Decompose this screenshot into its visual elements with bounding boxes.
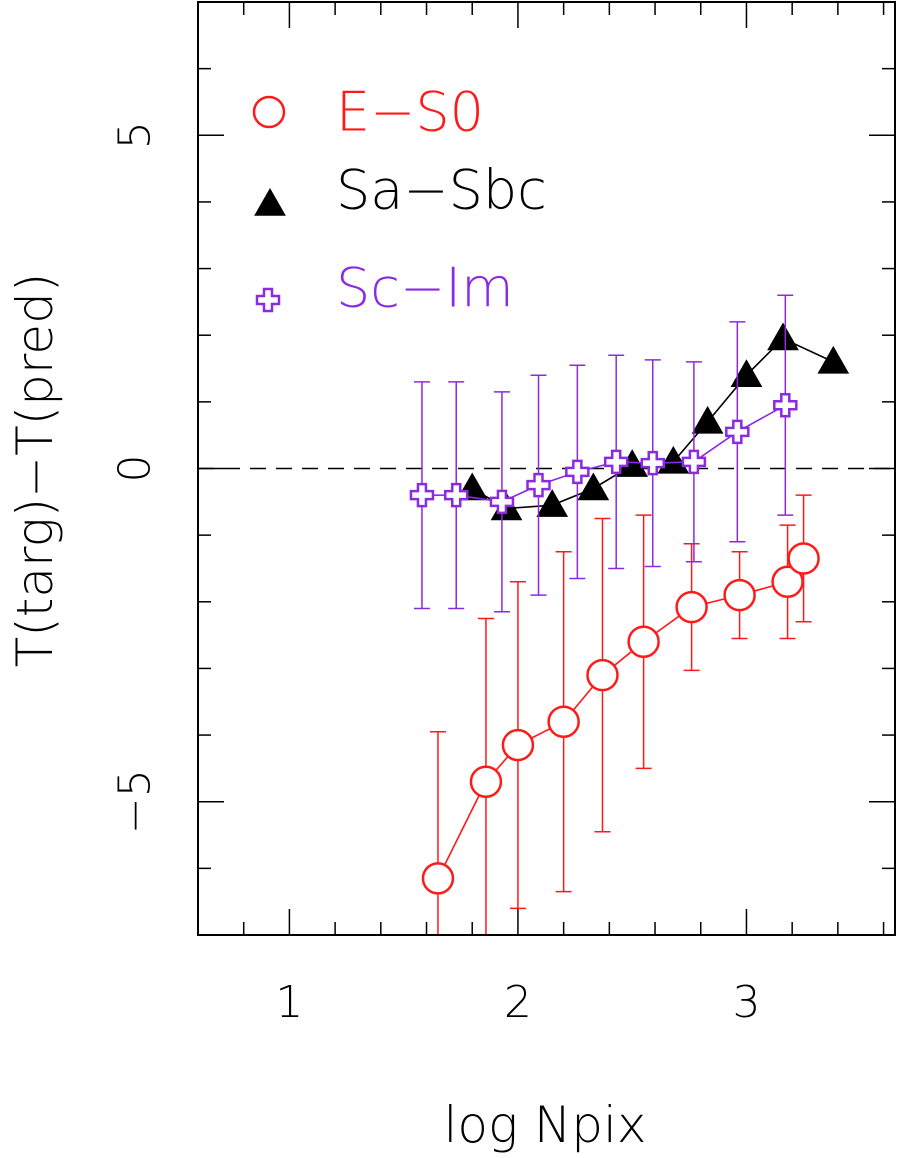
y-tick-label: −5: [110, 769, 161, 834]
series-line: [437, 558, 805, 879]
sa-sbc-point: [254, 187, 286, 216]
sa-sbc-point: [536, 489, 569, 517]
e-s0-point: [771, 565, 804, 599]
e-s0-point: [469, 765, 503, 798]
sa-sbc-point: [657, 445, 690, 474]
e-s0-point: [547, 705, 580, 738]
legend-label: Sc−Im: [336, 257, 514, 320]
sc-im-point: [409, 482, 435, 508]
tick-labels: 1 2 3 −5 0 5: [110, 121, 761, 1028]
y-axis-label: T(targ)−T(pred): [6, 273, 64, 668]
sa-sbc-point: [577, 472, 610, 501]
x-tick-label: 2: [504, 977, 532, 1028]
sc-im-point: [526, 472, 551, 498]
legend-label: Sa−Sbc: [336, 159, 547, 222]
sc-im-point: [725, 419, 750, 445]
x-tick-label: 3: [732, 977, 760, 1028]
sc-im-point: [565, 459, 590, 485]
y-tick-label: 0: [110, 455, 161, 483]
sa-sbc-point: [691, 405, 724, 434]
x-tick-label: 1: [275, 977, 303, 1028]
e-s0-point: [252, 95, 286, 129]
series-line: [421, 404, 786, 503]
e-s0-point: [675, 590, 708, 624]
e-s0-point: [421, 862, 455, 895]
sc-im-point: [773, 392, 798, 418]
sc-im-point: [489, 489, 515, 515]
sc-im-point: [681, 449, 707, 475]
e-s0-point: [627, 625, 660, 659]
x-axis-label: log Npix: [443, 1096, 646, 1154]
series-sc-im: [409, 294, 798, 613]
plot-frame: [197, 1, 896, 936]
sc-im-point: [603, 449, 629, 475]
legend: E−S0 Sa−Sbc Sc−Im: [252, 81, 547, 320]
sa-sbc-point: [767, 322, 799, 351]
e-s0-point: [787, 542, 820, 575]
legend-label: E−S0: [336, 81, 484, 144]
series-e-s0: [421, 494, 820, 935]
sa-sbc-point: [730, 359, 763, 387]
sc-im-point: [443, 482, 469, 508]
plot-area: [409, 294, 850, 935]
sc-im-point: [640, 450, 666, 476]
sc-im-point: [255, 287, 281, 313]
sa-sbc-point: [817, 345, 850, 374]
e-s0-point: [586, 658, 619, 692]
e-s0-point: [501, 728, 535, 762]
y-tick-label: 5: [110, 121, 161, 149]
e-s0-point: [723, 578, 756, 612]
